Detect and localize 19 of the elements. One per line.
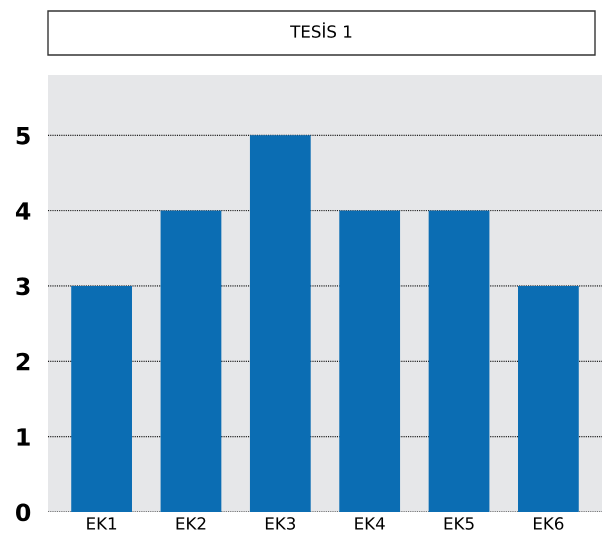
x-tick-label: EK1 <box>87 517 116 530</box>
y-tick-label: 5 <box>16 127 30 145</box>
x-tick-label: EK6 <box>534 517 564 530</box>
bar <box>250 135 311 512</box>
bar <box>71 286 132 512</box>
x-tick-label: EK2 <box>176 517 206 530</box>
bar <box>339 210 400 512</box>
y-tick-label: 2 <box>16 352 30 370</box>
bar <box>518 286 579 512</box>
x-tick-label: EK3 <box>266 517 296 530</box>
y-tick-label: 0 <box>16 503 30 522</box>
x-tick-label: EK4 <box>355 517 385 530</box>
bar <box>428 210 490 512</box>
chart-title: TESİS 1 <box>290 22 352 38</box>
y-tick-label: 1 <box>18 428 30 446</box>
x-tick-label: EK5 <box>444 517 474 530</box>
y-tick-label: 3 <box>16 277 30 296</box>
bar <box>160 210 222 512</box>
y-tick-label: 4 <box>16 202 30 220</box>
